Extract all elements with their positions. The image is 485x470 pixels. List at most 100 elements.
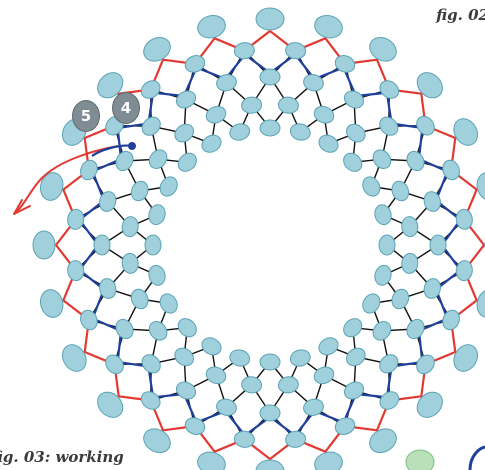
bead [39,172,64,201]
bead [97,391,124,418]
bead [61,344,87,372]
bead [318,337,339,356]
outer-red-thread [54,30,485,461]
bead [277,376,299,394]
bead [216,74,237,92]
step-badge-5: 5 [72,100,100,132]
bead [416,354,435,375]
bead [455,208,473,230]
bead [379,354,399,374]
bead [241,376,263,394]
bead-layer [32,7,485,470]
bead [80,159,98,181]
bead [277,96,299,114]
bead [416,115,435,136]
bead [378,234,396,256]
bead [255,7,285,31]
bead [255,459,285,470]
bead [429,234,447,256]
bead [159,293,178,314]
bead [159,176,178,197]
bead [197,451,226,470]
bead [343,152,363,172]
bead [416,72,443,99]
bead [289,349,311,367]
bead [175,381,197,400]
bead [362,176,381,197]
bead [379,80,400,99]
bead [259,119,281,137]
bead [289,123,311,141]
bead [423,191,441,212]
bead [201,134,222,153]
bead [201,337,222,356]
bead [216,398,237,416]
bead [401,216,419,238]
bead [229,123,251,141]
bead [99,191,117,212]
bead [374,204,392,226]
bead [379,391,400,410]
bead [318,134,339,153]
bead [67,260,85,282]
bead [416,391,443,418]
bead [97,72,124,99]
figure-caption-top: fig. 02 [436,6,485,24]
bead [177,152,197,172]
bead [130,288,149,310]
bead [121,252,139,274]
bead [345,123,366,143]
bead [423,278,441,299]
extras-layer [13,142,485,470]
bead [148,204,166,226]
bead [140,80,161,99]
bead [453,344,479,372]
exit-thread [13,145,119,215]
bead [143,36,171,62]
next-figure-bead [405,449,435,470]
bead [148,320,168,341]
bead [175,90,197,109]
bead [241,96,263,114]
bead [174,123,195,143]
bead [148,264,166,286]
next-figure-thread [468,445,485,470]
bead [313,366,335,385]
arrow-icon [13,199,31,215]
bead [130,180,149,202]
bead [314,14,343,39]
bead [303,398,324,416]
bead [313,105,335,124]
bead [374,264,392,286]
bead [369,428,397,454]
bead [174,347,195,367]
bead [39,289,64,318]
bead [455,260,473,282]
figure-caption-bottom: fig. 03: working [0,448,124,466]
bead [285,42,307,60]
bead [391,180,410,202]
bead [303,74,324,92]
bead [343,381,365,400]
bead [144,234,162,256]
bead [285,430,307,448]
bead [476,289,485,318]
bead [99,278,117,299]
bead [345,347,366,367]
bead [259,353,281,371]
bead [442,159,460,181]
bead [406,150,425,172]
bead [362,293,381,314]
bead [148,149,168,170]
bead [197,14,226,39]
bead [184,55,206,73]
bead [121,216,139,238]
bead [259,68,281,86]
bead [67,208,85,230]
bead [343,318,363,338]
bead [406,318,425,340]
bead [105,354,124,375]
bead [141,116,161,136]
bead [184,417,206,435]
